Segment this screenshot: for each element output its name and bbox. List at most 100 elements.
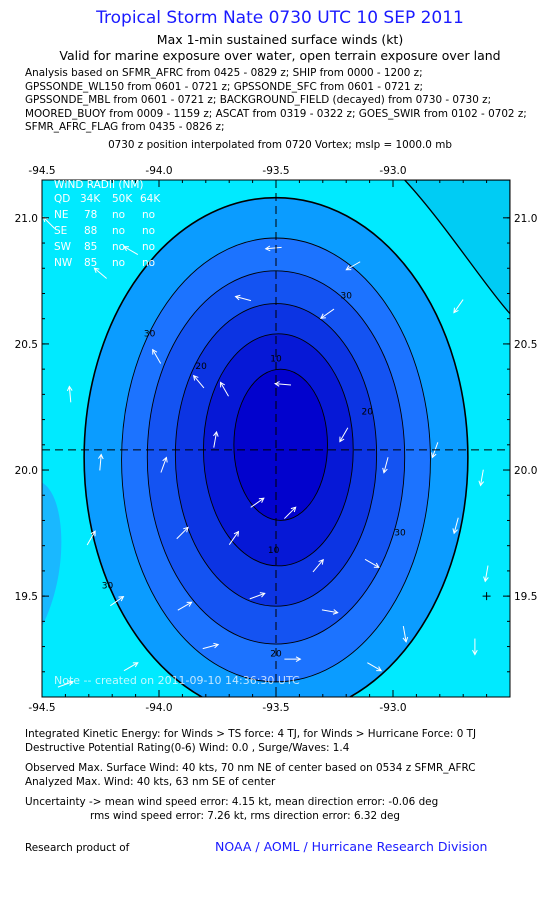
wind-vector: [312, 558, 324, 573]
energy-summary: Integrated Kinetic Energy: for Winds > T…: [25, 728, 476, 755]
plot-overlays: [42, 180, 510, 697]
wind-vector-shaft: [402, 625, 407, 642]
wind-radii-cell: SE: [54, 225, 67, 237]
analysis-sources: Analysis based on SFMR_AFRC from 0425 - …: [25, 67, 527, 135]
wind-vector: [453, 299, 464, 314]
wind-vector: [483, 565, 489, 583]
wind-vector: [160, 456, 168, 473]
wind-vector-shaft: [86, 530, 96, 546]
wind-vector: [345, 261, 361, 271]
wind-vector-shaft: [339, 427, 349, 442]
wind-vector: [98, 453, 104, 471]
field-edge-band: [42, 482, 62, 627]
wind-vector: [176, 526, 189, 540]
wind-radii-cell: no: [112, 225, 125, 237]
wind-vector-head: [98, 453, 104, 460]
chart-subtitle-exposure: Valid for marine exposure over water, op…: [59, 48, 501, 63]
x-tick-label: -94.0: [145, 702, 172, 714]
y-tick-label: 19.5: [15, 591, 38, 603]
research-label: Research product of: [25, 842, 130, 854]
wind-vector-head: [274, 381, 280, 387]
wind-vector-head: [213, 642, 220, 649]
analysis-line: MOORED_BUOY from 0009 - 1159 z; ASCAT fr…: [25, 107, 527, 120]
wind-vector-head: [67, 680, 74, 686]
chart-subtitle: Max 1-min sustained surface winds (kt): [156, 32, 404, 47]
analyzed-max-wind: Analyzed Max. Wind: 40 kts, 63 nm SE of …: [25, 775, 276, 788]
uncertainty-mean: Uncertainty -> mean wind speed error: 4.…: [25, 796, 439, 808]
x-tick-label: -93.0: [379, 702, 406, 714]
wind-vector-head: [332, 609, 339, 615]
contour-label: 10: [268, 546, 280, 556]
wind-vector-head: [219, 381, 226, 388]
wind-vector: [249, 592, 266, 600]
wind-vector: [234, 294, 252, 302]
wind-vector-shaft: [484, 565, 489, 582]
wind-radii-cell: 78: [84, 209, 97, 221]
wind-vector-shaft: [123, 662, 139, 672]
wind-radii-header: 34K: [80, 193, 101, 205]
wind-vector-head: [192, 374, 199, 381]
wind-vector: [86, 530, 96, 546]
wind-vector: [202, 642, 220, 650]
x-tick-label: -93.0: [379, 165, 406, 177]
contour-label: 10: [270, 355, 282, 365]
x-tick-label: -93.5: [262, 702, 289, 714]
contour-label: 20: [362, 408, 374, 418]
wind-vector: [274, 381, 292, 387]
wind-vector: [402, 625, 409, 643]
max-wind-summary: Observed Max. Surface Wind: 40 kts, 70 n…: [25, 762, 475, 789]
wind-vector-head: [264, 245, 271, 252]
wind-vector-shaft: [321, 609, 338, 614]
wind-vector-shaft: [110, 596, 124, 607]
wind-vector-shaft: [176, 527, 189, 540]
wind-vector-head: [345, 265, 352, 271]
organization-link[interactable]: NOAA / AOML / Hurricane Research Divisio…: [215, 839, 488, 854]
wind-radii-cell: no: [112, 241, 125, 253]
axis-ticks: -94.5 -94.5 -94.0 -94.0 -93.5 -93.5 -93.0 -93.0…: [15, 165, 538, 714]
wind-vector-head: [339, 436, 345, 443]
wind-vector-head: [290, 506, 297, 513]
wind-radii-cell: no: [142, 241, 155, 253]
wind-vector-head: [453, 307, 459, 314]
wind-vector-head: [259, 592, 266, 598]
wind-vector-shaft: [320, 308, 335, 319]
wind-vector-head: [123, 246, 130, 252]
y-tick-label: 19.5: [514, 591, 537, 603]
wind-vector-head: [90, 530, 96, 537]
wind-vector: [250, 497, 265, 508]
wind-vector-head: [183, 526, 189, 533]
wind-vector-shaft: [312, 559, 324, 573]
wind-radii-header: 50K: [112, 193, 133, 205]
wind-vector-shaft: [123, 246, 139, 256]
wind-vector-head: [452, 528, 458, 535]
wind-radii-title: WIND RADII (NM): [54, 179, 144, 191]
wind-radii-header: 64K: [140, 193, 161, 205]
wind-vector-shaft: [228, 531, 239, 545]
wind-radii-cell: no: [142, 257, 155, 269]
wind-vector-shaft: [275, 383, 292, 386]
contour-label: 30: [144, 329, 156, 339]
dpr-line: Destructive Potential Rating(0-6) Wind: …: [25, 741, 350, 754]
wind-vector-head: [472, 649, 478, 656]
wind-vector: [364, 558, 380, 568]
wind-vector-head: [376, 666, 383, 672]
wind-radii-header: QD: [54, 193, 70, 205]
wind-vector-shaft: [177, 601, 192, 611]
wind-vector: [320, 308, 335, 319]
wind-vector-head: [93, 267, 100, 274]
wind-vector: [339, 427, 349, 443]
wind-vector-head: [431, 452, 437, 459]
x-tick-label: -94.0: [145, 165, 172, 177]
x-tick-label: -94.5: [28, 165, 55, 177]
wind-vector-shaft: [480, 469, 484, 486]
wind-vector: [452, 517, 459, 535]
y-tick-label: 20.0: [514, 465, 537, 477]
wind-vector-shaft: [213, 431, 218, 448]
wind-radii-cell: SW: [54, 241, 72, 253]
contour-10kt: [233, 368, 328, 521]
wind-vector: [213, 430, 219, 448]
wind-vector-head: [234, 294, 241, 301]
wind-vector-shaft: [160, 457, 167, 473]
wind-radii-table: WIND RADII (NM) QD 34K 50K 64K NE 78 no …: [54, 179, 161, 269]
wind-vector-head: [320, 313, 326, 319]
